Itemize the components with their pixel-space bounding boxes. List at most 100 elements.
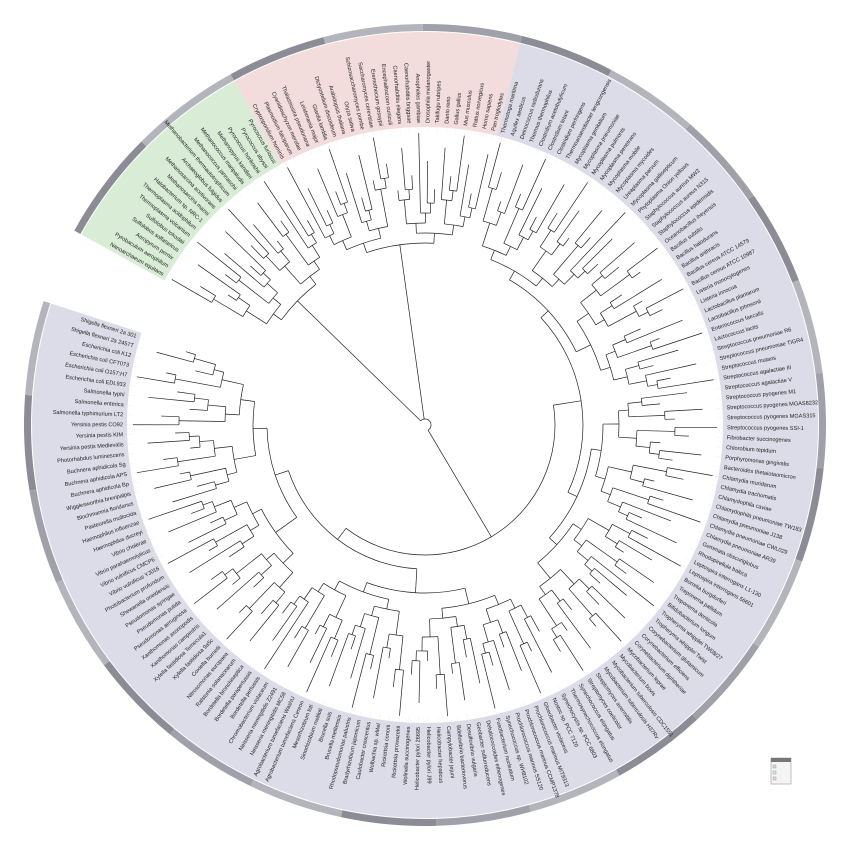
branch [225, 231, 265, 270]
leaf-guide [269, 171, 272, 176]
branch [505, 165, 523, 214]
branch [608, 311, 636, 326]
branch [570, 212, 625, 270]
branch [216, 525, 247, 543]
leaf-guide [591, 665, 594, 670]
branch [496, 172, 501, 189]
leaf-guide [205, 224, 209, 228]
leaf-label: Yersinia pestis CO92 [71, 422, 123, 428]
branch [175, 379, 220, 387]
branch [225, 275, 236, 283]
leaf-guide [710, 360, 716, 361]
leaf-guide [193, 238, 198, 242]
branch [629, 415, 665, 416]
leaf-guide [246, 187, 250, 192]
branch [224, 253, 264, 287]
branch [589, 619, 595, 627]
leaf-guide [158, 555, 163, 558]
branch [444, 200, 446, 224]
leaf-guide [510, 140, 512, 146]
leaf-guide [140, 338, 146, 340]
leaf-guide [715, 457, 721, 458]
branch [577, 313, 589, 321]
branch [195, 371, 213, 375]
branch [625, 366, 638, 370]
leaf-guide [676, 574, 681, 577]
leaf-guide [693, 540, 699, 542]
leaf-guide [293, 158, 296, 163]
branch [215, 481, 228, 485]
branch [238, 298, 250, 306]
leaf-guide [705, 340, 711, 342]
branch [191, 509, 204, 514]
branch [264, 602, 308, 669]
branch [359, 155, 372, 209]
branch [378, 228, 380, 238]
branch [640, 366, 654, 370]
branch [632, 530, 648, 538]
leaf-guide [196, 611, 201, 615]
branch [562, 622, 568, 630]
leaf-guide [708, 350, 714, 352]
leaf-guide [245, 658, 249, 663]
leaf-guide [495, 708, 496, 714]
leaf-guide [389, 715, 390, 721]
leaf-guide [666, 591, 671, 594]
leaf-label: Anopheles gambiae [414, 74, 421, 124]
branch [465, 588, 469, 604]
branch [228, 209, 268, 253]
branch [482, 223, 489, 246]
leaf-guide [567, 680, 570, 685]
leaf-guide [137, 347, 143, 349]
leaf-label: Drosophila melanogaster [425, 61, 432, 123]
branch [581, 237, 590, 248]
leaf-guide [130, 463, 136, 464]
branch [528, 231, 533, 240]
branch [253, 224, 278, 253]
branch [369, 210, 372, 220]
legend-swatch [773, 777, 776, 780]
branch [228, 295, 236, 301]
leaf-guide [238, 193, 242, 198]
leaf-guide [171, 269, 176, 272]
branch [190, 409, 208, 410]
branch [614, 279, 662, 308]
branch [520, 645, 541, 693]
branch [456, 617, 458, 627]
branch [367, 221, 370, 231]
branch [613, 488, 649, 500]
leaf-guide [209, 626, 213, 630]
leaf-guide [363, 133, 364, 139]
branch [552, 244, 560, 255]
branch [323, 614, 329, 627]
branch [172, 489, 216, 502]
branch [457, 136, 465, 191]
leaf-label: Streptococcus pyogenes SSI-1 [727, 425, 804, 432]
branch [509, 271, 514, 280]
branch [553, 640, 560, 652]
branch [595, 476, 605, 479]
branch [643, 486, 693, 500]
branch [360, 614, 364, 627]
branch [574, 540, 582, 546]
branch [675, 436, 689, 437]
branch-arc [541, 318, 583, 493]
leaf-guide [464, 130, 465, 136]
leaf-guide [614, 648, 618, 653]
branch [470, 208, 472, 218]
leaf-guide [679, 277, 684, 280]
leaf-guide [714, 466, 720, 467]
branch [560, 635, 583, 670]
branch [346, 173, 362, 223]
branch [557, 211, 579, 242]
branch [254, 578, 264, 588]
branch [482, 654, 495, 708]
leaf-guide [504, 706, 506, 712]
leaf-guide [135, 492, 141, 493]
branch [194, 578, 227, 604]
branch [660, 450, 702, 455]
leaf-guide [689, 549, 694, 552]
branch [553, 245, 578, 274]
branch [665, 409, 703, 411]
